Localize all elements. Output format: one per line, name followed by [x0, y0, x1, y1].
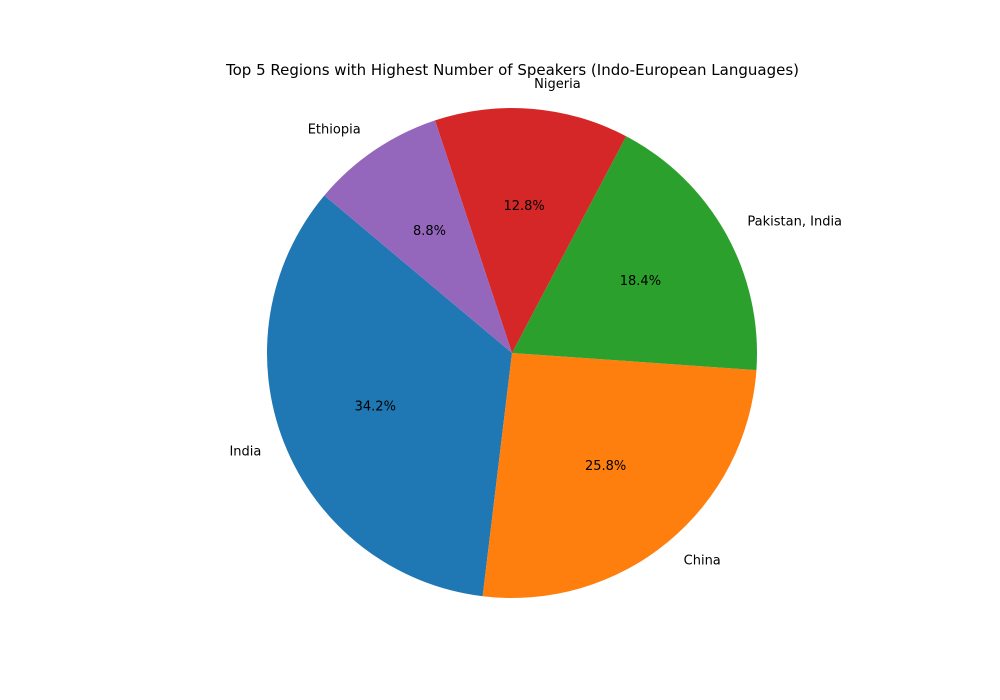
category-label-china: China — [684, 553, 721, 568]
pct-label-ethiopia: 8.8% — [413, 224, 446, 239]
pie-slice-nigeria — [434, 108, 627, 354]
pct-label-nigeria: 12.8% — [503, 199, 544, 214]
category-label-pakistan-india: Pakistan, India — [747, 214, 842, 229]
pct-label-india: 34.2% — [355, 400, 396, 415]
category-label-nigeria: Nigeria — [534, 77, 581, 92]
pie-slice-india — [267, 195, 512, 597]
pct-label-china: 25.8% — [585, 459, 626, 474]
pie-slice-pakistan-india — [512, 136, 757, 371]
pie-slice-ethiopia — [324, 120, 512, 353]
chart-title: Top 5 Regions with Highest Number of Spe… — [225, 61, 799, 79]
pct-label-pakistan-india: 18.4% — [620, 274, 661, 289]
pie-slice-china — [482, 353, 757, 598]
category-label-ethiopia: Ethiopia — [308, 122, 361, 137]
category-label-india: India — [229, 445, 261, 460]
